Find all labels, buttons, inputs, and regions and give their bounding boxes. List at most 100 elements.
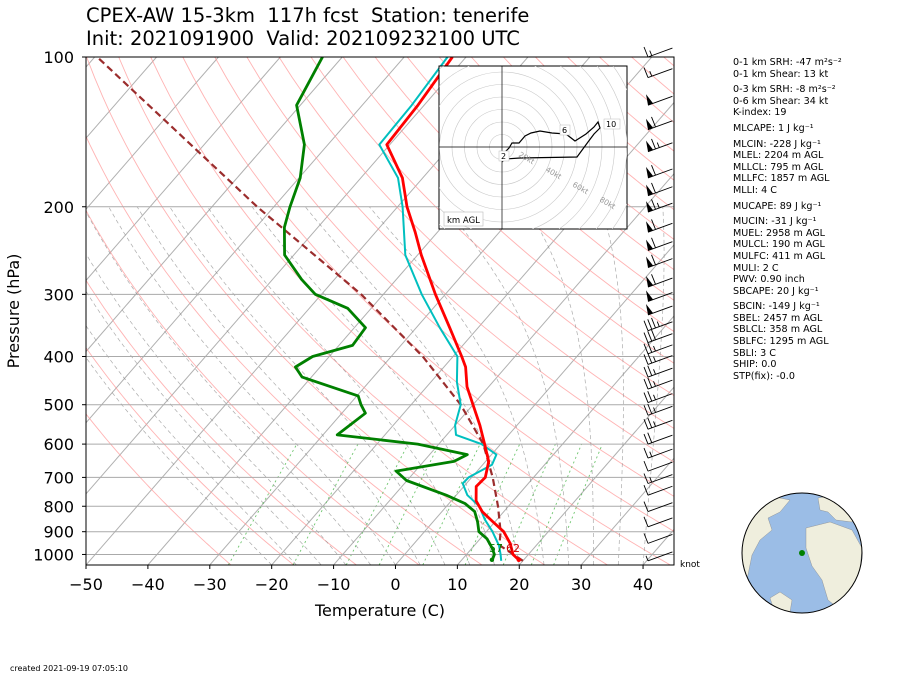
wind-barb [646,254,673,268]
wind-barb-half-tick [649,476,653,483]
sounding-index-row: MULFC: 411 m AGL [733,250,826,262]
wind-barb-tick [647,352,653,364]
wind-barb-half-tick [649,71,653,77]
wind-barb [643,67,673,79]
sounding-index-row: 0-3 km SRH: -8 m²s⁻² [733,84,836,96]
hodograph-height-label: 10 [606,120,616,129]
wind-barb-flag [646,166,653,178]
wind-barb-half-tick [656,202,660,209]
sounding-index-row: MLCAPE: 1 J kg⁻¹ [733,122,814,134]
x-tick-label: −40 [131,575,165,594]
x-tick-label: −20 [255,575,289,594]
sounding-index-row: SBLCL: 358 m AGL [733,324,823,336]
wind-barb-half-tick [649,451,653,457]
wind-barb [643,533,673,544]
hodograph-trace [501,120,601,163]
hodograph-height-label: 6 [562,126,567,135]
sounding-index-row: MLCIN: -228 J kg⁻¹ [733,138,821,150]
wind-barb-staff [647,502,673,513]
wind-barb [643,342,673,355]
dry-adiabat-line [342,57,674,364]
wind-barb [646,138,673,153]
wind-barb [643,516,673,528]
wind-barb [646,116,673,131]
wind-barb [643,377,673,390]
wind-barb [643,473,673,484]
wind-barb-flag [646,184,653,196]
hodograph-label: km AGL [447,216,480,226]
wind-barb-staff [647,419,673,430]
wind-barb-staff [647,393,673,403]
wind-barb [643,417,673,430]
wind-barb-tick [643,501,649,512]
surface-temperature-dot [516,557,521,563]
wind-barb-half-tick [649,50,653,56]
wind-barb-tick [647,365,653,376]
wind-barb-flag [646,303,653,315]
wind-barb [646,94,673,106]
wind-barb [645,551,673,562]
isotherm-line [86,57,219,211]
sounding-index-row: STP(fix): -0.0 [733,370,795,382]
surface-dewpoint-dot [489,557,495,563]
wind-barb-staff [647,448,673,459]
wind-barb [643,501,673,513]
isotherm-line [580,457,674,565]
moist-adiabat-line [86,211,371,565]
mixing-ratio-line [553,443,603,565]
y-tick-label: 1000 [33,545,74,564]
wind-barb-tick [643,473,649,484]
wind-barb-staff [647,142,673,153]
surface-dewpoint-label: 57 [489,542,503,555]
x-axis-label: Temperature (C) [314,601,445,620]
sounding-index-row: PWV: 0.90 inch [733,274,805,286]
moist-adiabat-line [601,206,624,565]
wind-barb-staff [647,379,673,390]
wind-barb [643,329,673,343]
isotherm-line [86,57,281,282]
sounding-index-row: MUCIN: -31 J kg⁻¹ [733,216,817,228]
wind-barb-staff [647,367,673,378]
sounding-index-row: MUCAPE: 89 J kg⁻¹ [733,200,822,212]
x-tick-label: −10 [317,575,351,594]
wind-barb-staff [647,258,673,268]
mixing-ratio-line [502,443,556,565]
wind-barbs [643,46,673,562]
wind-barb [646,164,673,179]
wind-barb-half-tick [653,345,656,352]
hodograph-label-box [443,211,484,227]
sounding-index-row: MLEL: 2204 m AGL [733,150,824,162]
dry-adiabat-line [118,57,608,565]
moist-adiabat-line [86,325,297,565]
chart-title-line1: CPEX-AW 15-3km 117h fcst Station: teneri… [86,4,530,27]
sounding-index-row: MLLCL: 795 m AGL [733,161,824,173]
moist-adiabat-line [207,206,471,565]
wind-barb-staff [647,186,673,197]
y-tick-label: 100 [43,48,74,67]
dry-adiabat-line [246,57,674,463]
wind-barb [646,199,673,213]
moist-adiabat-line [642,206,665,565]
moist-adiabat-line [136,206,421,565]
wind-barb-half-tick [653,421,656,427]
wind-barb-flag [646,256,653,268]
isotherm-line [86,57,157,139]
y-tick-label: 700 [43,468,74,487]
isotherm-line [271,101,674,565]
wind-barb-staff [647,434,673,445]
wind-barb-staff [647,344,673,355]
wind-barb-staff [647,277,673,288]
sounding-index-row: SBLI: 3 C [733,347,776,359]
wind-barb-tick [651,254,656,265]
wind-barb-half-tick [653,381,656,387]
temperature-ticks: −50 −40 −30 −20 −10 0 10 20 30 40 [69,565,653,594]
dry-adiabat-line [86,279,357,565]
sounding-index-row: K-index: 19 [733,107,787,119]
dry-adiabat-line [214,57,674,497]
wind-barb [643,485,673,496]
sounding-index-row: MULI: 2 C [733,262,779,274]
wind-barb-staff [647,305,673,316]
wind-barb-half-tick [645,555,649,562]
temperature-profile-line [385,57,521,562]
